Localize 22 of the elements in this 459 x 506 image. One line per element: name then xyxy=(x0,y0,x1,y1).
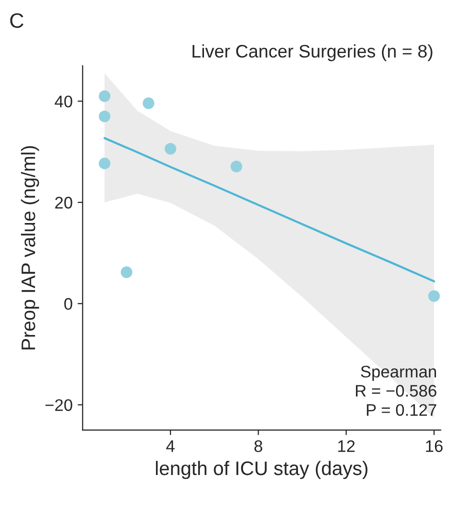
x-tick-label: 8 xyxy=(254,440,262,452)
y-tick-label: 40 xyxy=(54,96,72,108)
point xyxy=(98,110,110,122)
point xyxy=(230,160,242,172)
y-tick-label: −20 xyxy=(45,399,72,412)
x-tick-label: 12 xyxy=(338,440,355,452)
line-series xyxy=(104,137,436,282)
point xyxy=(120,266,132,278)
text: C xyxy=(10,13,24,28)
point xyxy=(428,290,440,302)
y-tick-label: 0 xyxy=(64,298,72,310)
point xyxy=(98,90,110,102)
point xyxy=(142,97,154,110)
y-axis-title: Preop IAP value (ng/ml) xyxy=(20,146,40,350)
y-tick-label: 20 xyxy=(55,196,72,209)
x-axis-title: length of ICU stay (days) xyxy=(156,460,368,480)
annotation: Spearman R = −0.586 P = 0.127 xyxy=(356,366,436,416)
x-tick-label: 16 xyxy=(426,440,443,452)
x-tick-label: 4 xyxy=(166,440,175,452)
point xyxy=(164,142,176,155)
point xyxy=(98,158,110,170)
chart-title: Liver Cancer Surgeries (n = 8) xyxy=(192,44,432,62)
